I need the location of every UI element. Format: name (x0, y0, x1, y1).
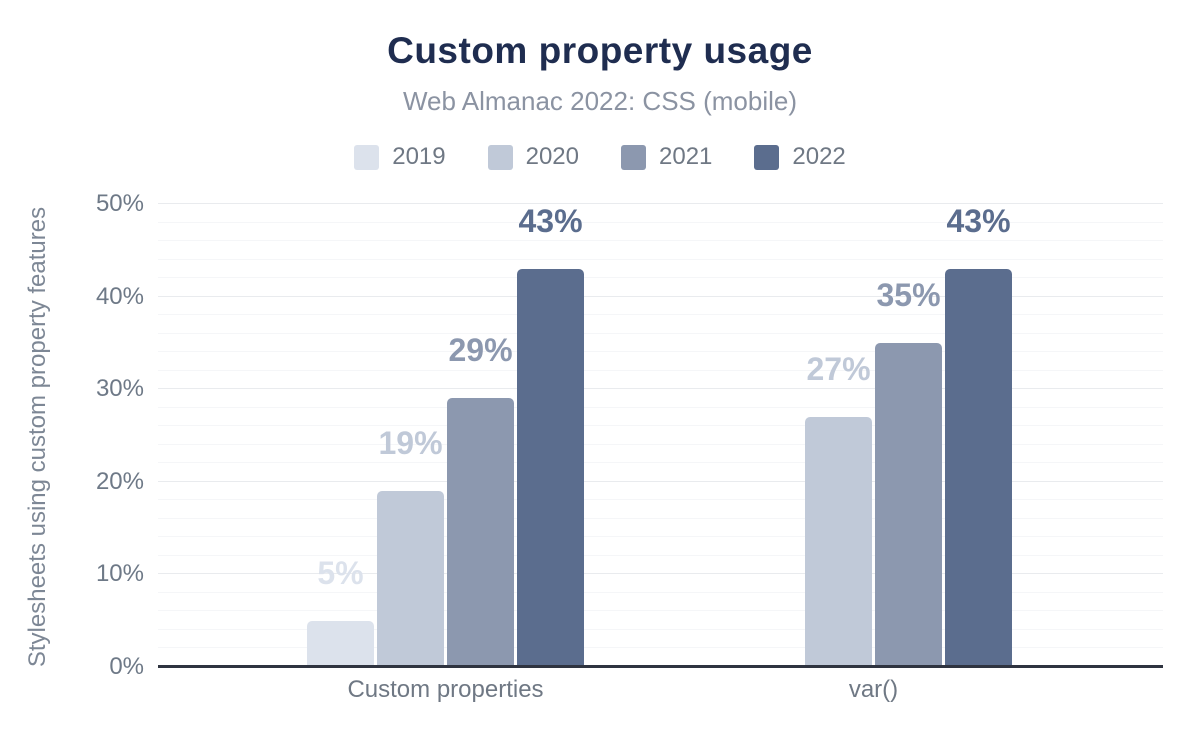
bar-2021-custom-properties (447, 398, 514, 667)
gridline-minor (158, 647, 1163, 649)
y-tick-label: 10% (95, 560, 144, 588)
bar-value-label: 5% (317, 554, 364, 591)
legend-item-2019: 2019 (354, 143, 446, 171)
category-label: var() (848, 676, 899, 703)
legend-label: 2019 (392, 143, 446, 170)
x-axis-labels: Custom properties var() (158, 676, 1163, 708)
legend-label: 2020 (525, 143, 579, 170)
y-tick-label: 30% (95, 375, 144, 403)
legend-swatch-icon (621, 144, 646, 170)
y-tick-label: 40% (95, 282, 144, 310)
bar-value-label: 27% (806, 350, 871, 387)
legend: 2019 2020 2021 2022 (0, 143, 1200, 171)
bar-value-label: 43% (946, 202, 1011, 239)
gridline-minor (158, 536, 1163, 538)
gridline-minor (158, 443, 1163, 445)
gridline-minor (158, 517, 1163, 519)
bar-value-label: 19% (378, 425, 443, 462)
bar-value-label: 29% (448, 332, 513, 369)
gridline-minor (158, 351, 1163, 353)
bar-2019-custom-properties (307, 620, 374, 667)
bar-value-label: 35% (876, 276, 941, 313)
gridline-major (158, 388, 1163, 390)
gridline-minor (158, 277, 1163, 279)
gridline-minor (158, 425, 1163, 427)
legend-label: 2021 (659, 143, 713, 170)
bar-value-label: 43% (518, 202, 583, 239)
bar-2020-custom-properties (377, 491, 444, 667)
gridline-minor (158, 240, 1163, 242)
bar-2021-var (875, 342, 942, 667)
bar-2022-custom-properties (517, 268, 584, 667)
gridline-minor (158, 314, 1163, 316)
gridline-minor (158, 332, 1163, 334)
gridline-minor (158, 591, 1163, 593)
gridline-minor (158, 258, 1163, 260)
legend-item-2021: 2021 (621, 143, 712, 171)
gridline-minor (158, 610, 1163, 612)
legend-swatch-icon (487, 144, 513, 170)
x-axis-baseline (158, 665, 1163, 668)
bar-2020-var (805, 416, 872, 667)
gridline-minor (158, 628, 1163, 630)
legend-swatch-icon (354, 144, 380, 170)
bar-2022-var (945, 268, 1012, 667)
chart-subtitle: Web Almanac 2022: CSS (mobile) (402, 86, 798, 116)
gridline-minor (158, 554, 1163, 556)
plot-area: 5% 19% 29% 43% 27% 35% 43% (158, 202, 1163, 668)
y-tick-label: 20% (95, 467, 144, 495)
gridline-major (158, 573, 1163, 575)
y-axis-ticks: 0% 10% 20% 30% 40% 50% (0, 192, 144, 679)
gridline-minor (158, 406, 1163, 408)
y-tick-label: 50% (95, 190, 144, 217)
legend-swatch-icon (754, 144, 780, 170)
gridline-major (158, 295, 1163, 297)
y-tick-label: 0% (109, 653, 144, 680)
legend-item-2022: 2022 (754, 143, 846, 171)
legend-label: 2022 (792, 143, 846, 170)
legend-item-2020: 2020 (487, 143, 579, 171)
gridline-major (158, 203, 1163, 204)
gridline-major (158, 480, 1163, 482)
gridline-minor (158, 462, 1163, 464)
chart-title: Custom property usage (387, 30, 813, 71)
category-label: Custom properties (347, 676, 544, 703)
gridline-minor (158, 221, 1163, 223)
gridline-minor (158, 369, 1163, 371)
gridline-minor (158, 499, 1163, 501)
